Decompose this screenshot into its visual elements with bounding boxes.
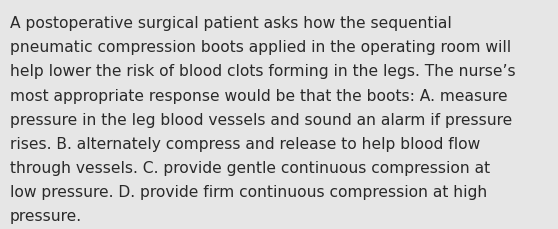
Text: pneumatic compression boots applied in the operating room will: pneumatic compression boots applied in t… bbox=[10, 40, 511, 55]
Text: help lower the risk of blood clots forming in the legs. The nurse’s: help lower the risk of blood clots formi… bbox=[10, 64, 516, 79]
Text: pressure.: pressure. bbox=[10, 208, 82, 223]
Text: most appropriate response would be that the boots: A. measure: most appropriate response would be that … bbox=[10, 88, 508, 103]
Text: A postoperative surgical patient asks how the sequential: A postoperative surgical patient asks ho… bbox=[10, 16, 452, 31]
Text: low pressure. D. provide firm continuous compression at high: low pressure. D. provide firm continuous… bbox=[10, 184, 487, 199]
Text: through vessels. C. provide gentle continuous compression at: through vessels. C. provide gentle conti… bbox=[10, 160, 490, 175]
Text: rises. B. alternately compress and release to help blood flow: rises. B. alternately compress and relea… bbox=[10, 136, 480, 151]
Text: pressure in the leg blood vessels and sound an alarm if pressure: pressure in the leg blood vessels and so… bbox=[10, 112, 512, 127]
